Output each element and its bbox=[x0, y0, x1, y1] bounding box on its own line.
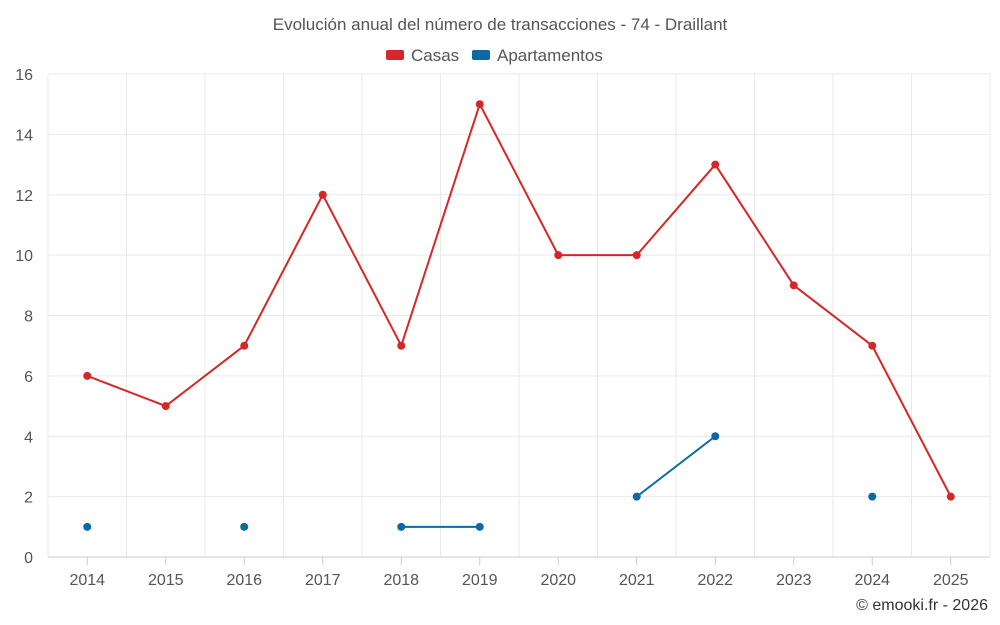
data-point-apartamentos bbox=[397, 522, 406, 531]
x-tick-label: 2023 bbox=[776, 572, 812, 589]
data-point-apartamentos bbox=[868, 492, 877, 501]
legend-swatch-apartamentos bbox=[472, 50, 490, 60]
data-point-casas bbox=[318, 190, 327, 199]
series bbox=[83, 100, 955, 531]
legend-item-apartamentos[interactable]: Apartamentos bbox=[472, 46, 603, 65]
data-point-casas bbox=[240, 341, 249, 350]
legend-label-apartamentos: Apartamentos bbox=[497, 46, 603, 65]
x-tick-label: 2025 bbox=[933, 572, 969, 589]
series-line-casas bbox=[86, 103, 952, 498]
data-point-casas bbox=[711, 160, 720, 169]
x-tick-label: 2024 bbox=[854, 572, 890, 589]
x-tick-label: 2014 bbox=[69, 572, 105, 589]
y-tick-label: 4 bbox=[24, 429, 33, 446]
x-tick-label: 2022 bbox=[697, 572, 733, 589]
x-tick-label: 2016 bbox=[226, 572, 262, 589]
data-point-casas bbox=[632, 251, 641, 260]
series-apartamentos bbox=[83, 432, 877, 531]
data-point-casas bbox=[397, 341, 406, 350]
y-tick-label: 16 bbox=[15, 67, 33, 84]
data-point-casas bbox=[161, 402, 170, 411]
data-point-casas bbox=[946, 492, 955, 501]
data-point-casas bbox=[868, 341, 877, 350]
axes: 0 2 4 6 8 10 12 14 16 2014 2015 2016 2017 2018 2019 202… bbox=[15, 67, 990, 589]
y-tick-label: 12 bbox=[15, 188, 33, 205]
x-tick-label: 2015 bbox=[148, 572, 184, 589]
x-tick-label: 2017 bbox=[305, 572, 341, 589]
y-tick-label: 6 bbox=[24, 369, 33, 386]
credit-text: © emooki.fr - 2026 bbox=[856, 597, 988, 614]
legend: Casas Apartamentos bbox=[386, 46, 603, 65]
legend-label-casas: Casas bbox=[411, 46, 459, 65]
y-tick-label: 2 bbox=[24, 490, 33, 507]
legend-item-casas[interactable]: Casas bbox=[386, 46, 459, 65]
y-tick-label: 8 bbox=[24, 309, 33, 326]
data-point-casas bbox=[475, 100, 484, 109]
chart-title: Evolución anual del número de transaccio… bbox=[273, 15, 728, 34]
data-point-casas bbox=[789, 281, 798, 290]
data-point-apartamentos bbox=[475, 522, 484, 531]
y-tick-label: 0 bbox=[24, 550, 33, 567]
grid bbox=[47, 73, 991, 557]
data-point-apartamentos bbox=[711, 432, 720, 441]
legend-swatch-casas bbox=[386, 50, 404, 60]
data-point-apartamentos bbox=[83, 522, 92, 531]
data-point-apartamentos bbox=[240, 522, 249, 531]
series-line-apartamentos bbox=[635, 435, 717, 498]
x-tick-label: 2018 bbox=[383, 572, 419, 589]
series-casas bbox=[83, 100, 955, 501]
data-point-casas bbox=[83, 371, 92, 380]
x-tick-label: 2019 bbox=[462, 572, 498, 589]
x-tick-label: 2020 bbox=[540, 572, 576, 589]
data-point-casas bbox=[554, 251, 563, 260]
y-tick-label: 14 bbox=[15, 127, 33, 144]
y-tick-label: 10 bbox=[15, 248, 33, 265]
x-tick-label: 2021 bbox=[619, 572, 655, 589]
data-point-apartamentos bbox=[632, 492, 641, 501]
